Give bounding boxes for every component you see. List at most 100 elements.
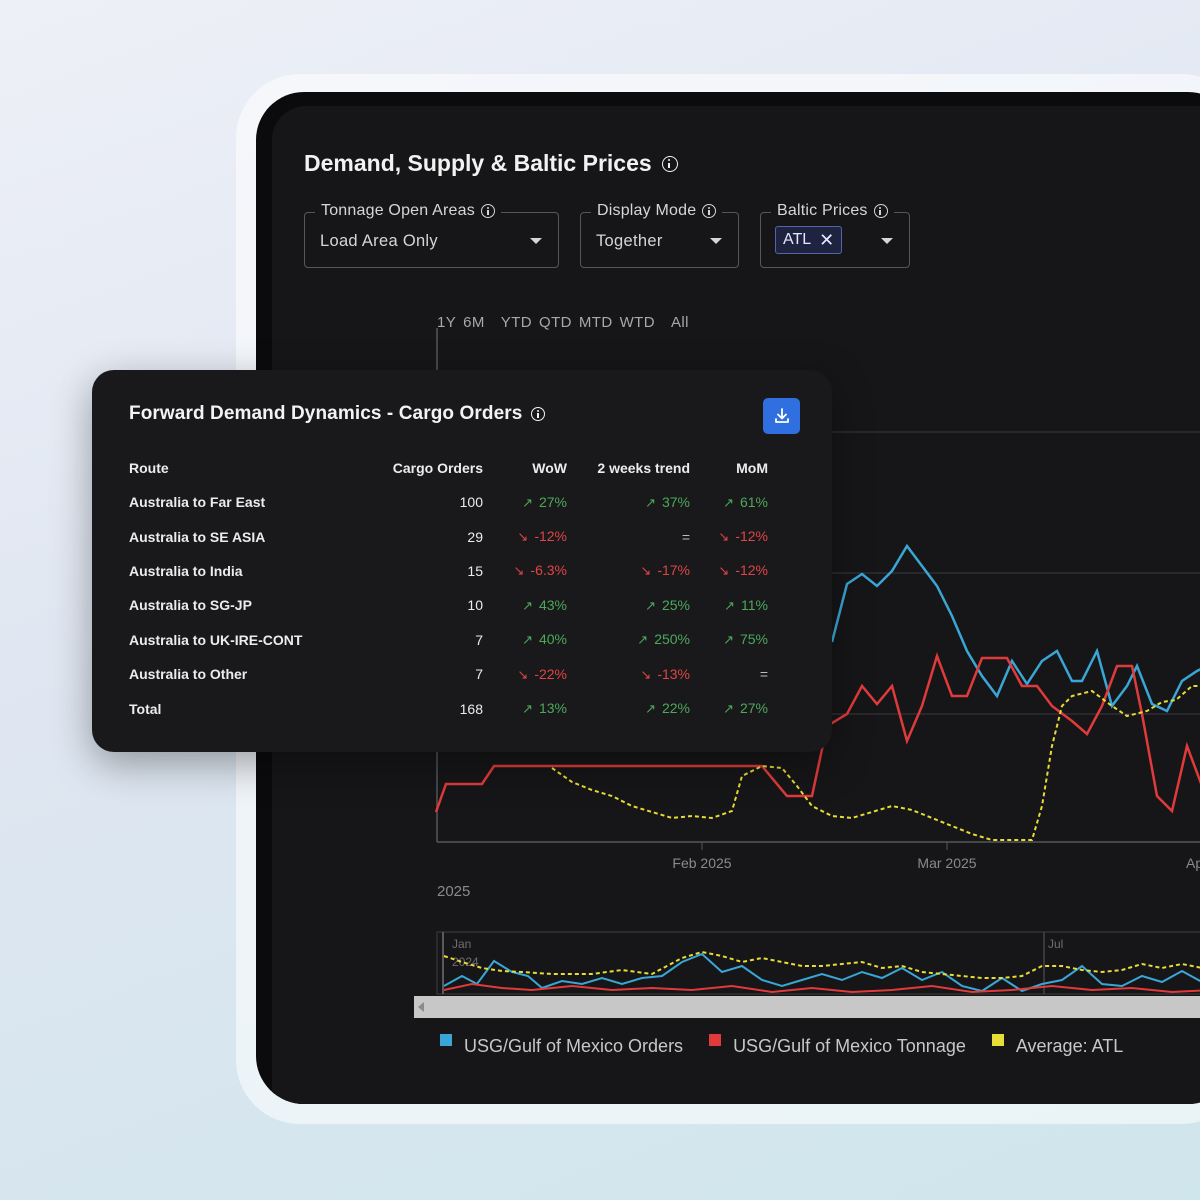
info-icon[interactable] [531,407,546,421]
tonnage-label-text: Tonnage Open Areas [321,202,475,219]
trend-down-icon: ↘ [640,563,652,579]
trend-down-icon: ↘ [718,529,730,545]
legend-swatch [440,1033,452,1046]
cargo-orders-cell: 168 [459,700,483,717]
info-icon[interactable] [702,204,717,218]
cargo-orders-cell: 100 [459,494,483,511]
two-week-trend-cell: ↗ 25% [567,588,690,622]
two-week-trend-cell: ↘ -17% [567,554,690,588]
range-qtd[interactable]: QTD [539,314,572,331]
range-1y[interactable]: 1Y [437,314,457,331]
table-row[interactable]: Australia to Other 7 ↘ -22% ↘ -13% = [129,657,768,691]
route-cell: Total [129,700,162,717]
x-tick-label-feb: Feb 2025 [672,855,731,871]
trend-value: 61% [739,493,768,510]
header-cargo-orders[interactable]: Cargo Orders [392,460,483,476]
range-mtd[interactable]: MTD [578,314,613,331]
trend-value: -22% [534,665,567,682]
wow-cell: ↗ 27% [483,485,567,519]
mom-cell: ↗ 61% [690,485,768,519]
trend-up-icon: ↗ [723,494,734,510]
table-header-row: Route Cargo Orders WoW 2 weeks trend MoM [129,451,768,485]
trend-up-icon: ↗ [645,597,656,613]
baltic-chip[interactable]: ATL ✕ [775,226,843,254]
trend-up-icon: ↗ [522,494,533,510]
mom-cell: ↗ 27% [690,691,768,725]
trend-value: 25% [661,596,690,613]
legend-item-orders[interactable]: USG/Gulf of Mexico Orders [440,1033,684,1057]
baltic-chip-label: ATL [783,231,812,248]
route-cell: Australia to Other [129,666,248,683]
display-mode-label: Display Mode [591,202,723,220]
header-mom[interactable]: MoM [736,460,768,476]
year-label: 2025 [437,883,470,900]
trend-down-icon: ↘ [517,666,529,682]
trend-value: = [759,666,768,683]
trend-down-icon: ↘ [513,563,525,579]
baltic-prices-select[interactable]: Baltic Prices ATL ✕ [760,202,910,268]
table-row[interactable]: Australia to SG-JP 10 ↗ 43% ↗ 25% ↗ 11% [129,588,768,622]
trend-value: -12% [735,528,768,545]
trend-value: 11% [741,596,768,613]
info-icon[interactable] [873,204,888,218]
navigator-scrollbar[interactable] [414,996,1200,1018]
info-icon[interactable] [480,204,495,218]
range-selector: 1Y 6M YTD QTD MTD WTD All [437,314,696,331]
header-route[interactable]: Route [129,460,169,476]
cargo-orders-cell: 10 [467,597,483,614]
trend-down-icon: ↘ [718,563,730,579]
table-row[interactable]: Australia to SE ASIA 29 ↘ -12% = ↘ -12% [129,519,768,553]
scroll-left-icon[interactable] [418,1002,424,1012]
tonnage-value: Load Area Only [320,232,438,250]
trend-value: 250% [654,631,690,648]
table-row[interactable]: Australia to India 15 ↘ -6.3% ↘ -17% ↘ -12% [129,554,768,588]
chevron-down-icon[interactable] [530,238,542,244]
header-2-weeks-trend[interactable]: 2 weeks trend [597,460,690,476]
mom-cell: ↘ -12% [690,554,768,588]
info-icon[interactable] [661,155,678,172]
card-title: Forward Demand Dynamics - Cargo Orders [129,403,546,425]
header-wow[interactable]: WoW [532,460,567,476]
trend-value: 40% [538,631,567,648]
navigator-average-line [443,950,1200,979]
trend-value: 13% [538,700,567,717]
average-series-line [551,685,1200,841]
grid-lines [822,431,1200,715]
route-cell: Australia to SG-JP [129,597,252,614]
tonnage-open-areas-select[interactable]: Tonnage Open Areas Load Area Only [304,202,559,268]
table-row[interactable]: Australia to Far East 100 ↗ 27% ↗ 37% ↗ 61% [129,485,768,519]
range-ytd[interactable]: YTD [500,314,532,331]
trend-up-icon: ↗ [637,632,649,648]
trend-value: 27% [538,493,567,510]
table-row[interactable]: Australia to UK-IRE-CONT 7 ↗ 40% ↗ 250% ↗ 75% [129,623,768,657]
display-mode-label-text: Display Mode [597,202,697,219]
trend-value: = [681,528,690,545]
trend-up-icon: ↗ [723,632,734,648]
wow-cell: ↗ 40% [483,623,567,657]
cargo-orders-cell: 29 [467,528,483,545]
legend-item-average[interactable]: Average: ATL [991,1033,1123,1057]
wow-cell: ↘ -22% [483,657,567,691]
legend-label: USG/Gulf of Mexico Orders [464,1036,684,1056]
trend-up-icon: ↗ [645,701,656,717]
trend-down-icon: ↘ [640,666,652,682]
download-button[interactable] [763,398,800,434]
x-tick-label-mar: Mar 2025 [917,855,976,871]
route-cell: Australia to UK-IRE-CONT [129,631,303,648]
range-wtd[interactable]: WTD [619,314,655,331]
route-cell: Australia to SE ASIA [129,528,266,545]
chevron-down-icon[interactable] [710,238,722,244]
two-week-trend-cell: ↗ 250% [567,623,690,657]
trend-value: 75% [739,631,768,648]
chevron-down-icon[interactable] [881,238,893,244]
close-icon[interactable]: ✕ [819,230,835,250]
range-6m[interactable]: 6M [463,314,485,331]
navigator-label-2024: 2024 [452,955,479,969]
legend-item-tonnage[interactable]: USG/Gulf of Mexico Tonnage [709,1033,966,1057]
range-all[interactable]: All [670,314,689,331]
cargo-orders-table: Route Cargo Orders WoW 2 weeks trend MoM… [129,451,768,726]
legend-swatch [709,1033,722,1046]
table-row[interactable]: Total 168 ↗ 13% ↗ 22% ↗ 27% [129,691,768,725]
download-icon [774,408,789,423]
display-mode-select[interactable]: Display Mode Together [580,202,739,268]
